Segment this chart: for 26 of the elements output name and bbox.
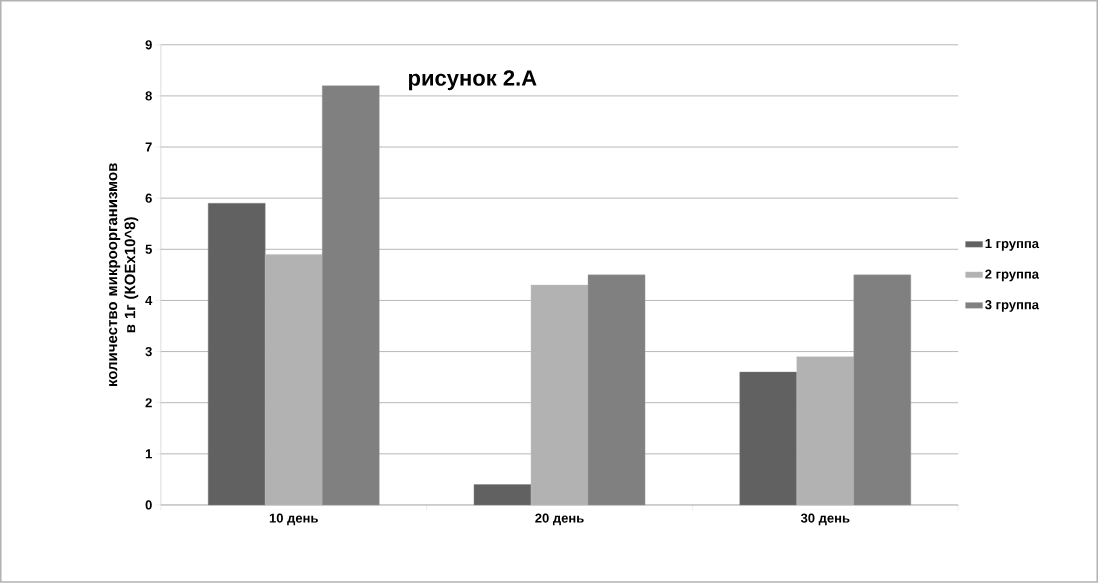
bar	[853, 274, 912, 506]
y-tick-label: 7	[145, 142, 152, 152]
x-tick-label: 10 день	[269, 513, 318, 526]
bar	[265, 254, 323, 506]
y-tick-label: 1	[145, 449, 152, 459]
bar	[739, 371, 797, 506]
legend-label: 3 группа	[985, 300, 1040, 312]
y-tick-label: 0	[145, 500, 152, 510]
y-tick-label: 3	[145, 347, 152, 357]
bar	[796, 356, 855, 506]
bar	[473, 484, 532, 506]
y-tick-label: 2	[145, 398, 152, 408]
y-tick-label: 6	[145, 193, 152, 203]
y-tick-label: 4	[145, 296, 153, 306]
legend-label: 2 группа	[985, 269, 1040, 282]
y-tick-label: 5	[145, 244, 152, 254]
y-tick-label: 9	[145, 40, 152, 50]
y-axis-title: количество микроорганизмов в 1г (КОЕх10^8)	[109, 163, 139, 387]
bar	[587, 274, 646, 506]
x-tick-label: 20 день	[535, 513, 584, 526]
bar	[207, 203, 266, 506]
legend-label: 1 группа	[985, 239, 1040, 251]
bar	[322, 85, 380, 506]
text: рисунок 2.A	[409, 70, 537, 91]
x-tick-label: 30 день	[800, 513, 850, 526]
y-tick-label: 8	[145, 91, 152, 101]
